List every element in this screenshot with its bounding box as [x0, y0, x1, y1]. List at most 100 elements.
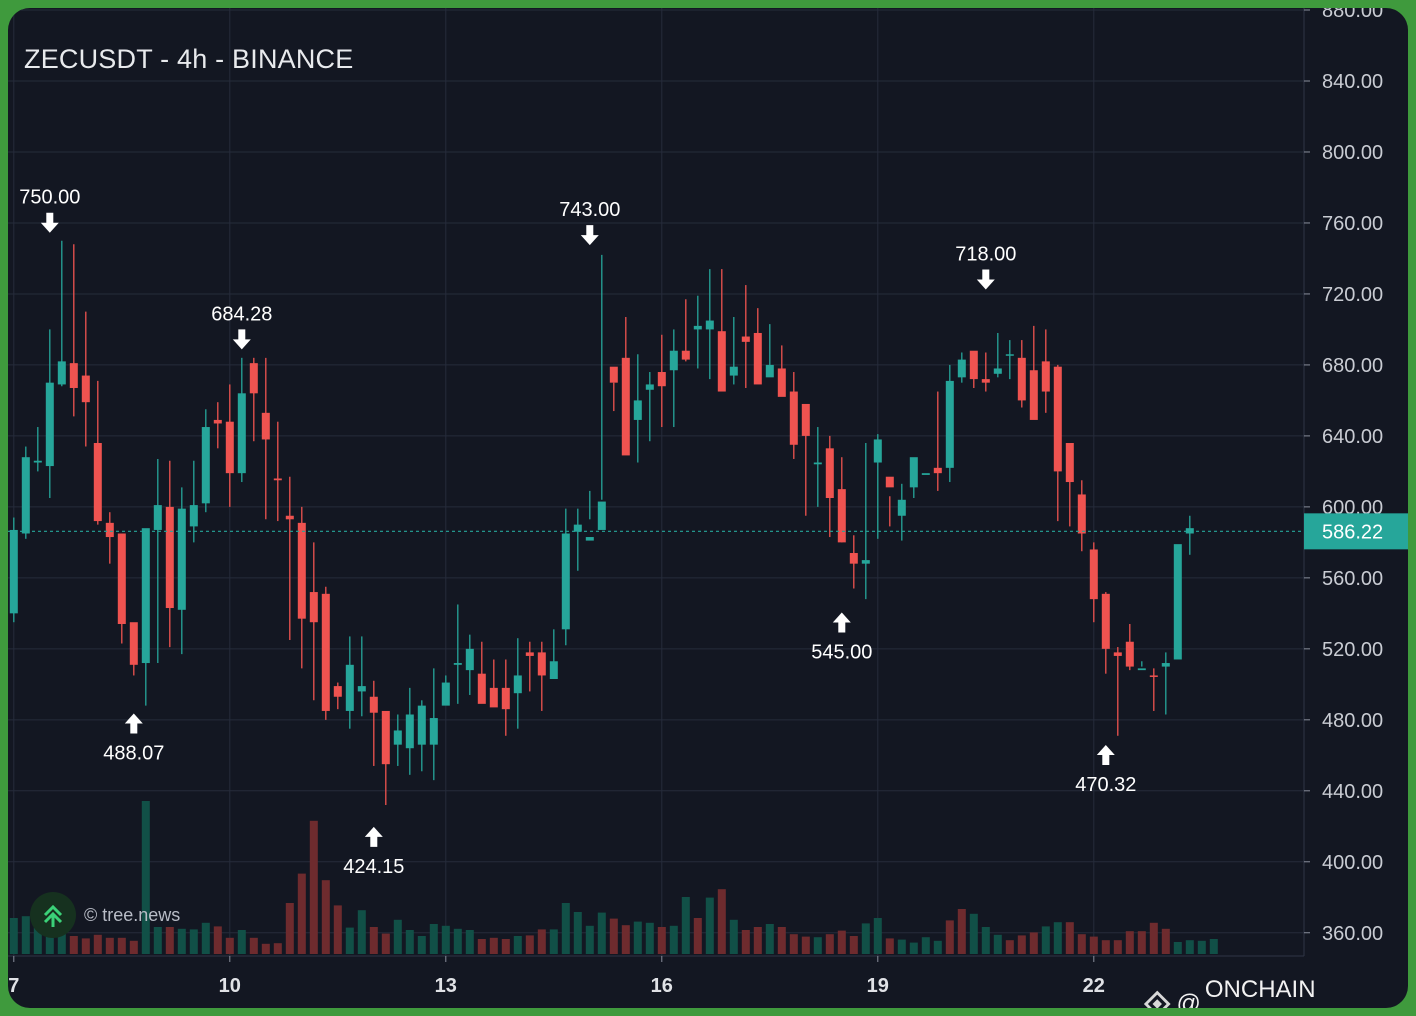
- candle-body: [345, 664, 354, 711]
- candle-body: [477, 673, 486, 704]
- candle-body: [297, 522, 306, 619]
- volume-bar: [1173, 942, 1182, 954]
- candle-body: [21, 457, 30, 534]
- high-annotation-label: 743.00: [559, 199, 620, 221]
- candle-body: [33, 460, 42, 463]
- candle-body: [789, 391, 798, 445]
- volume-bar: [417, 936, 426, 954]
- volume-bar: [261, 943, 270, 954]
- candle-body: [597, 501, 606, 530]
- price-tick-label: 440.00: [1322, 781, 1383, 803]
- volume-bar: [861, 923, 870, 954]
- candle-body: [309, 592, 318, 623]
- candle-body: [1065, 442, 1074, 483]
- volume-bar: [513, 936, 522, 954]
- candle-body: [993, 368, 1002, 374]
- volume-bar: [741, 930, 750, 954]
- candle-body: [717, 331, 726, 392]
- candle-body: [969, 350, 978, 380]
- onchain-insider-credit: @ ONCHAIN INSIDER: [1144, 976, 1408, 1008]
- volume-bar: [393, 919, 402, 954]
- volume-bar: [945, 920, 954, 954]
- volume-bar: [549, 929, 558, 954]
- volume-bar: [621, 925, 630, 954]
- volume-bar: [1053, 922, 1062, 954]
- volume-bar: [573, 912, 582, 954]
- price-tick-label: 360.00: [1322, 923, 1383, 945]
- volume-bar: [477, 939, 486, 954]
- price-tick-label: 400.00: [1322, 852, 1383, 874]
- price-tick-label: 800.00: [1322, 142, 1383, 164]
- volume-bar: [9, 918, 18, 954]
- low-annotation-label: 488.07: [103, 742, 164, 764]
- volume-bar: [897, 939, 906, 954]
- candle-body: [1089, 549, 1098, 600]
- volume-bar: [813, 937, 822, 954]
- candle-body: [693, 325, 702, 330]
- volume-bar: [369, 927, 378, 954]
- candle-body: [1149, 675, 1158, 677]
- volume-bar: [237, 930, 246, 954]
- candle-body: [93, 442, 102, 522]
- price-chart[interactable]: 360.00400.00440.00480.00520.00560.00600.…: [8, 8, 1408, 1008]
- time-tick-label: 16: [651, 975, 673, 997]
- volume-bar: [1149, 922, 1158, 954]
- volume-bar: [657, 927, 666, 954]
- volume-bar: [957, 909, 966, 954]
- volume-bar: [645, 922, 654, 954]
- candle-body: [1137, 668, 1146, 671]
- volume-bar: [93, 934, 102, 954]
- volume-bar: [1113, 940, 1122, 954]
- candle-body: [1101, 593, 1110, 649]
- volume-bar: [333, 905, 342, 954]
- volume-bar: [189, 929, 198, 954]
- volume-bar: [489, 937, 498, 954]
- volume-bar: [405, 930, 414, 954]
- last-price-label: 586.22: [1322, 521, 1383, 543]
- candle-body: [441, 682, 450, 706]
- volume-bar: [285, 903, 294, 954]
- volume-bar: [81, 938, 90, 954]
- candle-body: [861, 560, 870, 564]
- candle-body: [933, 467, 942, 474]
- volume-bar: [933, 940, 942, 954]
- volume-bar: [885, 938, 894, 954]
- candle-body: [153, 505, 162, 530]
- candle-body: [381, 710, 390, 765]
- volume-bar: [525, 935, 534, 954]
- candle-body: [657, 372, 666, 387]
- volume-bar: [225, 937, 234, 954]
- volume-bar: [993, 934, 1002, 954]
- chart-frame: 360.00 400.00 440.00 480.00 520.00 560.00 600.…: [8, 8, 1408, 1008]
- volume-bar: [309, 820, 318, 954]
- time-tick-label: 22: [1083, 975, 1105, 997]
- candle-body: [69, 363, 78, 388]
- volume-bar: [1077, 934, 1086, 954]
- price-tick-label: 680.00: [1322, 355, 1383, 377]
- candle-body: [321, 593, 330, 711]
- candle-body: [285, 515, 294, 520]
- candle-body: [393, 730, 402, 745]
- volume-bar: [1197, 940, 1206, 954]
- candle-body: [813, 462, 822, 465]
- candle-body: [9, 529, 18, 614]
- time-tick-label: 19: [867, 975, 889, 997]
- volume-bar: [705, 897, 714, 954]
- price-tick-label: 480.00: [1322, 710, 1383, 732]
- candle-body: [801, 403, 810, 436]
- volume-bar: [1029, 932, 1038, 954]
- volume-bar: [669, 925, 678, 954]
- volume-bar: [1065, 922, 1074, 954]
- credit-name: ONCHAIN INSIDER: [1204, 976, 1316, 1008]
- volume-bar: [693, 918, 702, 954]
- candle-body: [189, 505, 198, 527]
- candle-body: [837, 489, 846, 543]
- candle-body: [261, 412, 270, 440]
- candle-body: [333, 686, 342, 697]
- candle-body: [849, 553, 858, 564]
- volume-bar: [753, 927, 762, 954]
- volume-bar: [69, 936, 78, 954]
- candle-body: [669, 350, 678, 371]
- down-arrow-icon: [232, 329, 251, 350]
- tree-news-watermark: © tree.news: [30, 892, 180, 938]
